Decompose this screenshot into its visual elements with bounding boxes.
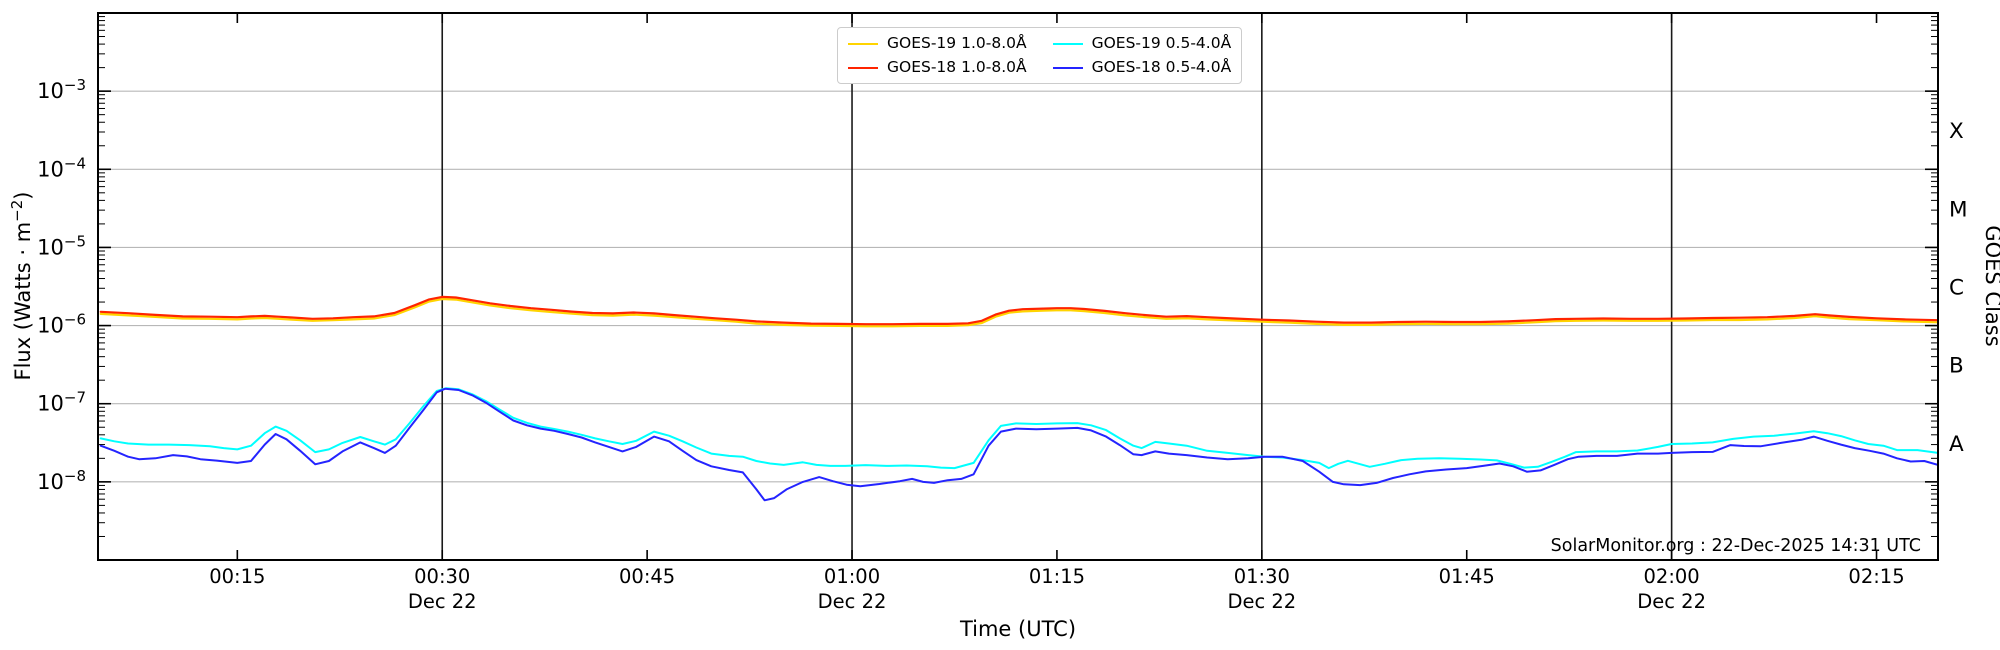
watermark: SolarMonitor.org : 22-Dec-2025 14:31 UTC xyxy=(1551,536,1921,556)
halfhour-vlines xyxy=(441,13,1673,560)
day-label: Dec 22 xyxy=(1637,590,1706,613)
class-label-A: A xyxy=(1949,432,1964,457)
legend-entry: GOES-19 0.5-4.0Å xyxy=(1052,33,1232,54)
y-axis-title: Flux (Watts · m−2) xyxy=(8,191,35,380)
class-label-B: B xyxy=(1949,354,1964,379)
time-tick-label: 02:00 xyxy=(1644,565,1700,588)
legend-entry: GOES-18 0.5-4.0Å xyxy=(1052,57,1232,78)
legend-label: GOES-19 0.5-4.0Å xyxy=(1091,33,1232,52)
flux-tick-label: 10−6 xyxy=(37,311,86,338)
legend-line-swatch xyxy=(1052,66,1083,69)
flux-tick-label: 10−5 xyxy=(37,232,86,259)
time-tick-label: 02:15 xyxy=(1848,565,1904,588)
class-label-X: X xyxy=(1949,119,1964,144)
flux-tick-label: 10−4 xyxy=(37,154,86,181)
series-line xyxy=(99,387,1938,502)
axis-ticks xyxy=(98,12,1938,561)
time-tick-label: 01:30 xyxy=(1234,565,1290,588)
time-tick-label: 00:15 xyxy=(209,565,265,588)
flux-tick-label: 10−3 xyxy=(37,76,86,103)
right-axis-title: GOES Class xyxy=(1981,225,2000,346)
time-tick-labels: 00:15 00:30 00:45 01:00 01:15 01:30 01:45 02:00… xyxy=(209,565,1904,613)
legend-entry: GOES-18 1.0-8.0Å xyxy=(848,57,1027,78)
time-tick-label: 01:15 xyxy=(1029,565,1085,588)
legend-line-swatch xyxy=(848,66,878,69)
legend-line-swatch xyxy=(848,42,878,45)
x-axis-title: Time (UTC) xyxy=(959,617,1076,641)
flux-tick-label: 10−7 xyxy=(37,389,86,416)
plot-border xyxy=(97,12,1939,561)
legend-line-swatch xyxy=(1052,42,1083,45)
legend-label: GOES-18 0.5-4.0Å xyxy=(1091,57,1232,76)
legend-label: GOES-18 1.0-8.0Å xyxy=(887,57,1027,76)
day-label: Dec 22 xyxy=(408,590,477,613)
series-line xyxy=(99,297,1938,328)
time-tick-label: 01:00 xyxy=(824,565,880,588)
class-label-C: C xyxy=(1949,276,1964,301)
day-label: Dec 22 xyxy=(818,590,887,613)
time-tick-label: 00:45 xyxy=(619,565,675,588)
time-tick-label: 00:30 xyxy=(414,565,470,588)
series-line xyxy=(99,387,1938,470)
class-label-M: M xyxy=(1949,197,1968,222)
legend: GOES-19 1.0-8.0Å GOES-18 1.0-8.0Å GOES-19 … xyxy=(837,27,1243,84)
series-line xyxy=(99,295,1938,326)
flux-tick-labels: 10−3 10−4 10−5 10−6 10−7 10−8 xyxy=(37,76,86,494)
decade-gridlines xyxy=(98,90,1938,483)
goes-class-labels: X M C B A xyxy=(1949,119,1968,457)
legend-entry: GOES-19 1.0-8.0Å xyxy=(848,33,1027,54)
day-label: Dec 22 xyxy=(1227,590,1296,613)
flux-series xyxy=(99,295,1938,502)
flux-tick-label: 10−8 xyxy=(37,467,86,494)
legend-label: GOES-19 1.0-8.0Å xyxy=(887,33,1027,52)
time-tick-label: 01:45 xyxy=(1439,565,1495,588)
